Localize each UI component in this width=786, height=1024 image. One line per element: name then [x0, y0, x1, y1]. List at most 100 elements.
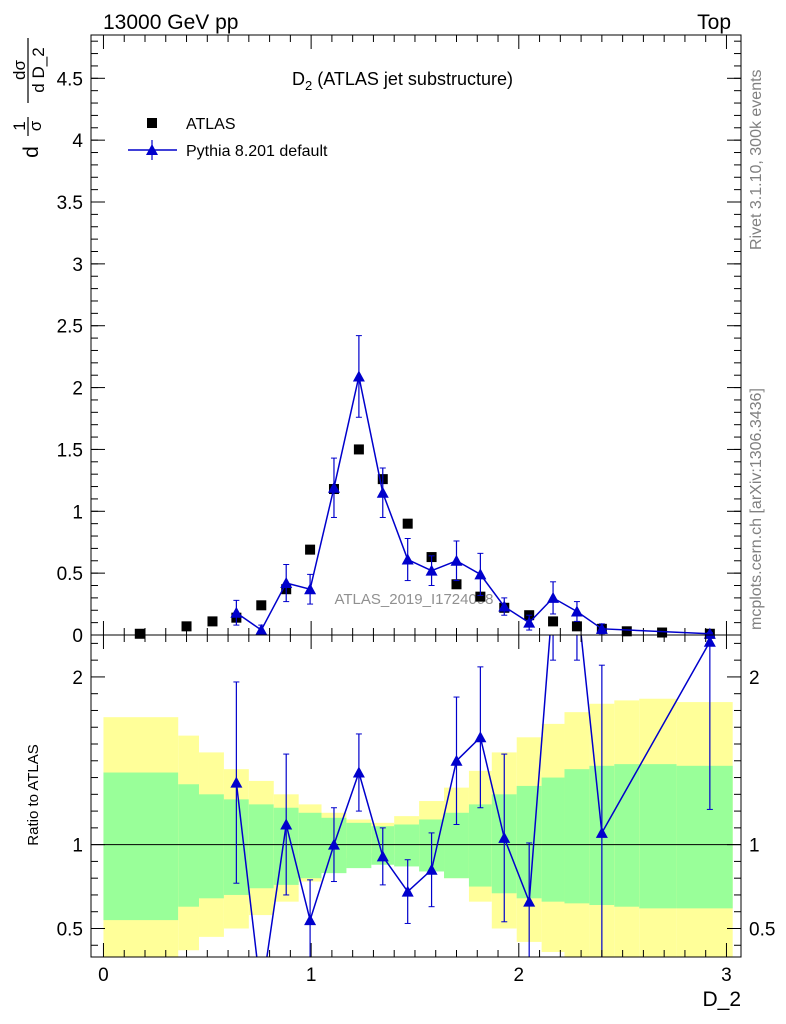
ratio-ylabel: Ratio to ATLAS — [25, 744, 42, 845]
ratio-point — [304, 914, 317, 926]
pythia-point — [425, 564, 438, 576]
atlas-series — [134, 444, 715, 639]
atlas-point — [181, 621, 192, 632]
ratio-panel: 0.5 0.5 1 1 2 2 0 1 2 3 Ratio to ATLAS D_2 — [25, 634, 775, 1011]
ratio-ytick-label: 2 — [72, 668, 83, 689]
atlas-point — [548, 616, 559, 627]
ratio-point — [474, 731, 487, 743]
ratio-ytick-label-right: 0.5 — [749, 919, 775, 940]
title-main: D — [292, 69, 305, 89]
green-band — [468, 804, 492, 887]
ratio-point — [425, 863, 438, 875]
ratio-point — [280, 818, 293, 830]
ylabel-sigma: σ — [26, 120, 45, 131]
ratio-bands — [103, 698, 733, 957]
ratio-point — [703, 635, 716, 647]
ratio-point — [327, 838, 340, 850]
ratio-pythia-series — [230, 635, 716, 957]
ratio-xtick-label: 3 — [721, 965, 732, 986]
ratio-point — [352, 766, 365, 778]
ratio-point — [523, 895, 536, 907]
ratio-point — [498, 831, 511, 843]
main-ytick-label: 3.5 — [57, 193, 83, 214]
ratio-ytick-label-right: 1 — [749, 836, 760, 857]
legend-pythia-label: Pythia 8.201 default — [186, 143, 328, 160]
legend-atlas-marker — [147, 118, 157, 128]
main-ytick-label: 4 — [72, 131, 83, 152]
pythia-point — [703, 627, 716, 639]
ratio-point — [376, 850, 389, 862]
green-band — [541, 777, 565, 902]
pythia-point — [255, 624, 268, 636]
watermark: ATLAS_2019_I1724098 — [334, 591, 493, 608]
legend-atlas-label: ATLAS — [186, 116, 236, 133]
main-ytick-label: 1.5 — [57, 440, 83, 461]
pythia-point — [280, 577, 293, 589]
mcplots-label: mcplots.cern.ch [arXiv:1306.3436] — [748, 388, 765, 630]
ratio-point — [595, 826, 608, 838]
ratio-ytick-label: 0.5 — [57, 919, 83, 940]
atlas-point — [475, 591, 486, 602]
main-ticks: 0 0.5 1 1.5 2 2.5 3 3.5 4 4.5 — [57, 35, 741, 647]
pythia-point — [327, 481, 340, 493]
main-ytick-label: 0.5 — [57, 564, 83, 585]
pythia-point — [595, 622, 608, 634]
green-band — [248, 804, 274, 889]
green-band — [639, 764, 677, 909]
green-band — [346, 822, 372, 869]
pythia-point — [401, 553, 414, 565]
main-ytick-label: 4.5 — [57, 69, 83, 90]
legend-entry-atlas: ATLAS — [147, 116, 236, 133]
legend-entry-pythia: Pythia 8.201 default — [128, 140, 328, 160]
pythia-point — [547, 591, 560, 603]
ylabel-dd2: d D_2 — [29, 47, 48, 92]
main-ytick-label: 0 — [72, 626, 83, 647]
green-band — [198, 794, 224, 899]
ratio-ytick-label-right: 2 — [749, 668, 760, 689]
energy-label: 13000 GeV pp — [103, 11, 238, 34]
main-ytick-label: 2.5 — [57, 317, 83, 338]
main-ylabel: d 1 σ dσ d D_2 — [10, 38, 48, 158]
ylabel-d: d — [20, 146, 43, 158]
green-band — [103, 772, 179, 921]
pythia-point — [474, 568, 487, 580]
ratio-point — [401, 885, 414, 897]
atlas-point — [402, 518, 413, 529]
green-band — [614, 764, 640, 907]
legend-pythia-marker — [146, 144, 158, 155]
ratio-ytick-label: 1 — [72, 836, 83, 857]
title-subscript: 2 — [305, 78, 312, 93]
atlas-point — [657, 627, 668, 638]
main-panel: D2 (ATLAS jet substructure) ATLAS_2019_I… — [10, 34, 742, 647]
ratio-clip-group — [230, 635, 716, 957]
pythia-series — [230, 335, 716, 639]
ylabel-dsigma: dσ — [10, 60, 29, 80]
ratio-ticks: 0.5 0.5 1 1 2 2 0 1 2 3 — [57, 635, 775, 986]
ratio-xtick-label: 2 — [514, 965, 525, 986]
atlas-point — [451, 579, 462, 590]
green-band — [676, 765, 733, 909]
plot-title: D2 (ATLAS jet substructure) — [292, 69, 513, 93]
atlas-point — [621, 626, 632, 637]
green-band — [298, 812, 322, 879]
atlas-point — [134, 628, 145, 639]
legend: ATLAS Pythia 8.201 default — [128, 116, 328, 160]
ratio-point — [450, 754, 463, 766]
atlas-point — [305, 544, 316, 555]
process-label: Top — [697, 11, 731, 34]
title-rest: (ATLAS jet substructure) — [312, 69, 513, 89]
pythia-point — [230, 606, 243, 618]
pythia-point — [450, 554, 463, 566]
atlas-point — [571, 621, 582, 632]
x-axis-label: D_2 — [702, 988, 741, 1011]
atlas-point — [256, 600, 267, 611]
green-band — [178, 784, 199, 907]
main-ytick-label: 2 — [72, 379, 83, 400]
rivet-label: Rivet 3.1.10, 300k events — [748, 69, 765, 250]
ylabel-one: 1 — [10, 121, 29, 130]
pythia-point — [352, 370, 365, 382]
ratio-frame — [90, 634, 742, 958]
atlas-point — [207, 616, 218, 627]
pythia-point — [376, 486, 389, 498]
